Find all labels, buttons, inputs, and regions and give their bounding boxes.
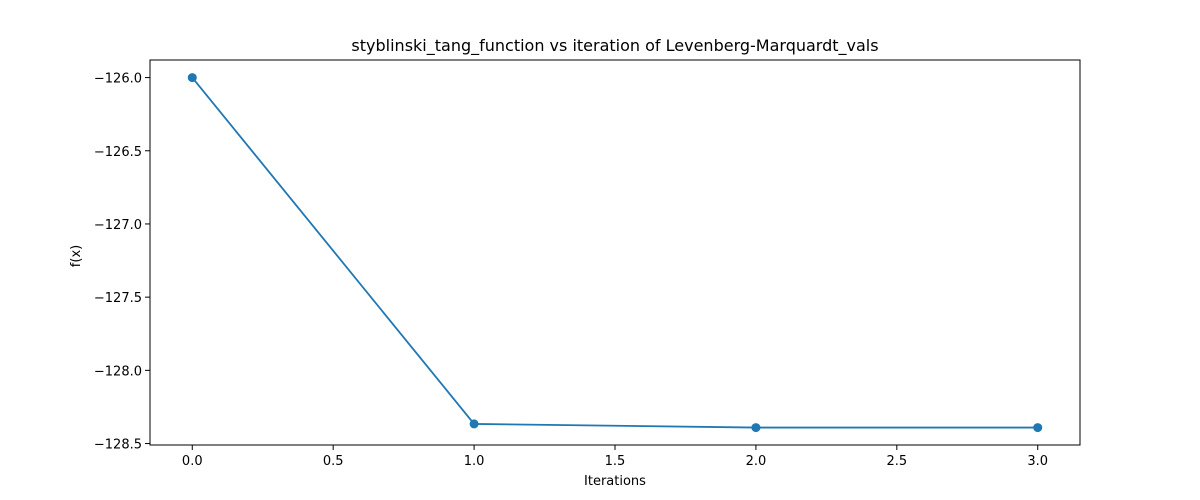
series-line <box>191 76 1038 429</box>
y-tick-label: −126.0 <box>94 72 142 87</box>
x-tick-label: 1.0 <box>464 454 485 469</box>
x-tick-label: 2.5 <box>886 454 907 469</box>
y-axis-label: f(x) <box>69 245 84 267</box>
y-axis: −126.0 −126.5 −127.0 −127.5 −128.0 −128.5 <box>94 72 150 453</box>
plot-frame <box>149 59 1081 446</box>
x-tick-label: 1.5 <box>605 454 626 469</box>
x-tick-label: 2.0 <box>746 454 767 469</box>
x-axis-label: Iterations <box>584 474 646 489</box>
y-tick-label: −127.5 <box>94 291 142 306</box>
data-point <box>751 423 761 433</box>
y-tick-label: −127.0 <box>94 218 142 233</box>
x-tick-label: 0.0 <box>182 454 203 469</box>
x-tick-label: 3.0 <box>1027 454 1048 469</box>
data-point <box>187 73 197 83</box>
series-group <box>187 73 1043 433</box>
x-tick-label: 0.5 <box>323 454 344 469</box>
data-point <box>1033 423 1043 433</box>
data-point <box>469 419 479 429</box>
x-axis: 0.0 0.5 1.0 1.5 2.0 2.5 3.0 <box>182 445 1048 469</box>
plot-area <box>149 59 1081 446</box>
y-tick-label: −126.5 <box>94 145 142 160</box>
y-tick-label: −128.5 <box>94 438 142 453</box>
y-tick-label: −128.0 <box>94 364 142 379</box>
chart-title: styblinski_tang_function vs iteration of… <box>351 36 878 56</box>
